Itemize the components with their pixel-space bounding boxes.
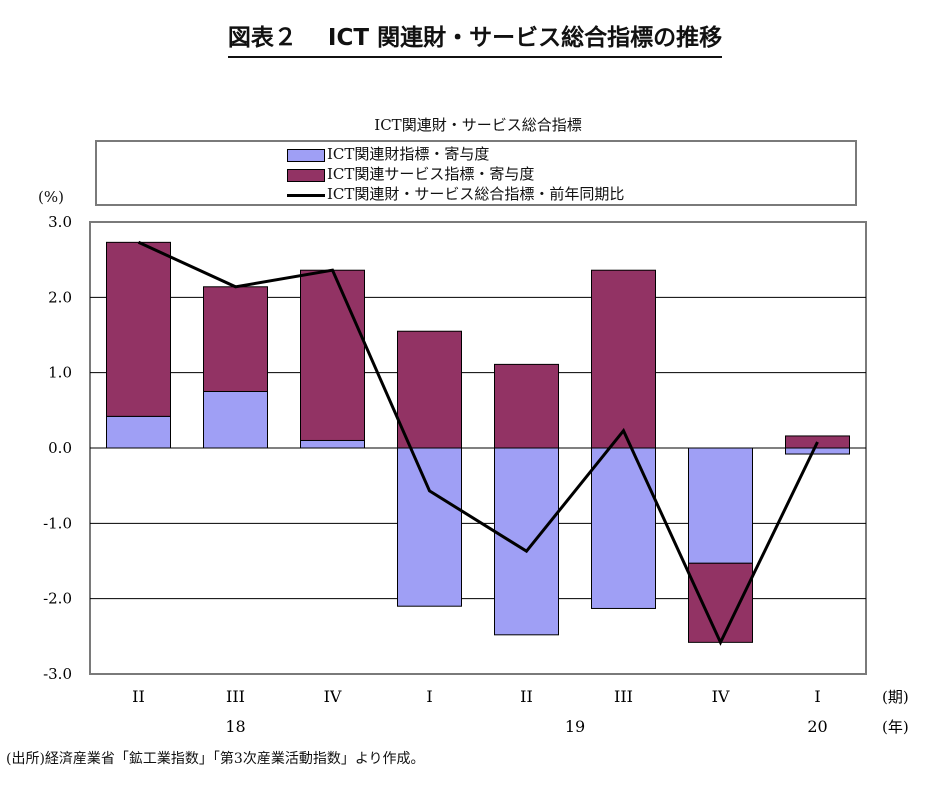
bar-goods <box>494 447 559 636</box>
x-tick-label: III <box>614 687 633 706</box>
y-tick-label: 1.0 <box>48 364 72 382</box>
legend-item-services: ICT関連サービス指標・寄与度 <box>287 164 534 184</box>
x-tick-label: I <box>426 687 432 706</box>
legend-swatch-total <box>287 193 325 197</box>
x-tick-label: III <box>226 687 245 706</box>
legend-swatch-services <box>287 168 325 182</box>
chart-title: ICT関連財・サービス総合指標 <box>374 116 582 134</box>
bar-goods <box>591 447 656 609</box>
year-label: 19 <box>565 717 585 736</box>
y-tick-label: 3.0 <box>48 213 72 231</box>
legend-item-total: ICT関連財・サービス総合指標・前年同期比 <box>287 184 624 204</box>
bar-services <box>785 435 850 449</box>
bar-services <box>397 330 462 449</box>
x-tick-label: II <box>132 687 145 706</box>
figure-title: 図表２ ICT 関連財・サービス総合指標の推移 <box>0 18 950 58</box>
year-label: 18 <box>225 717 245 736</box>
y-tick-label: 2.0 <box>48 288 72 306</box>
bar-goods <box>300 439 365 449</box>
y-tick-label: 0.0 <box>48 439 72 457</box>
legend-swatch-goods <box>287 148 325 162</box>
bar-services <box>494 363 559 449</box>
legend-label-goods: ICT関連財指標・寄与度 <box>327 145 490 163</box>
legend-label-services: ICT関連サービス指標・寄与度 <box>327 165 535 183</box>
bar-services <box>591 269 656 449</box>
bar-services <box>300 269 365 441</box>
year-unit-label: (年) <box>882 718 909 736</box>
source-note: (出所)経済産業省「鉱工業指数」「第3次産業活動指数」より作成。 <box>6 751 425 767</box>
y-tick-label: -1.0 <box>43 514 72 532</box>
y-tick-label: -2.0 <box>43 590 72 608</box>
y-tick-label: -3.0 <box>43 665 72 683</box>
bar-goods <box>397 447 462 607</box>
x-tick-label: IV <box>324 687 342 706</box>
period-unit-label: (期) <box>882 688 909 706</box>
x-tick-label: I <box>814 687 820 706</box>
bar-services <box>106 241 171 417</box>
legend-item-goods: ICT関連財指標・寄与度 <box>287 144 489 164</box>
x-tick-label: II <box>520 687 533 706</box>
y-unit-label: (%) <box>38 188 64 206</box>
year-label: 20 <box>807 717 827 736</box>
bar-goods <box>785 447 850 455</box>
bar-goods <box>688 447 753 564</box>
line-total <box>137 240 819 646</box>
bar-goods <box>106 415 171 449</box>
bar-services <box>688 562 753 643</box>
bar-services <box>203 286 268 392</box>
legend: ICT関連財指標・寄与度 ICT関連サービス指標・寄与度 ICT関連財・サービス… <box>95 140 857 206</box>
bar-goods <box>203 391 268 449</box>
x-tick-label: IV <box>712 687 730 706</box>
legend-label-total: ICT関連財・サービス総合指標・前年同期比 <box>327 185 625 203</box>
